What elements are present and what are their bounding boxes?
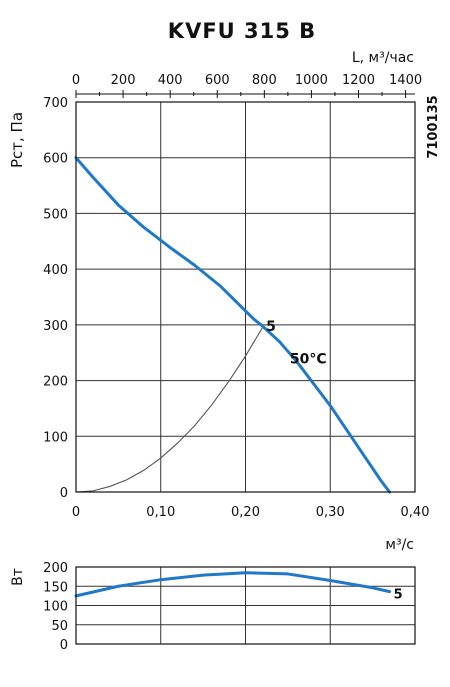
top-tick-label: 1000	[295, 73, 328, 88]
y-axis-label-power: Вт	[10, 568, 26, 586]
y-tick-label: 700	[43, 96, 68, 111]
top-tick-label: 200	[111, 73, 136, 88]
y-tick-label: 400	[43, 263, 68, 278]
power-y-tick-label: 150	[43, 580, 68, 595]
power-series-label: 5	[394, 588, 403, 603]
y-tick-label: 600	[43, 152, 68, 167]
system-resistance-curve	[75, 327, 263, 493]
top-tick-label: 800	[252, 73, 277, 88]
y-tick-label: 0	[60, 486, 68, 501]
x-tick-label: 0,30	[316, 505, 345, 520]
main-grid	[75, 101, 416, 493]
x-tick-label: 0	[72, 505, 80, 520]
pressure-curve-series	[74, 156, 392, 494]
main-plot-frame	[75, 101, 416, 493]
chart-title: KVFU 315 B	[168, 19, 316, 43]
power-grid	[75, 566, 416, 645]
power-y-tick-label: 100	[43, 600, 68, 615]
main-annotations: 5 50°C	[266, 319, 326, 367]
top-tick-label: 600	[205, 73, 230, 88]
power-y-tick-label: 200	[43, 561, 68, 576]
x-axis-label: м³/с	[385, 537, 414, 553]
y-tick-label: 100	[43, 430, 68, 445]
power-tick-labels: 0 50 100 150 200	[43, 561, 68, 653]
power-y-tick-label: 50	[51, 619, 68, 634]
top-axis-label: L, м³/час	[352, 50, 414, 66]
x-tick-label: 0,10	[146, 505, 175, 520]
top-tick-label: 0	[72, 73, 80, 88]
x-tick-label: 0,20	[231, 505, 260, 520]
power-plot-frame	[75, 566, 416, 645]
product-code: 7100135	[426, 95, 441, 158]
top-tick-label: 1200	[342, 73, 375, 88]
curve-annotation: 5	[266, 319, 276, 335]
top-tick-label: 1400	[389, 73, 422, 88]
power-series: 5	[74, 571, 403, 603]
x-tick-label: 0,40	[401, 505, 430, 520]
y-tick-label: 300	[43, 319, 68, 334]
y-tick-label: 500	[43, 207, 68, 222]
main-series	[74, 156, 392, 494]
power-curve-series	[74, 571, 392, 598]
y-tick-label: 200	[43, 375, 68, 390]
top-tick-label: 400	[158, 73, 183, 88]
power-y-tick-label: 0	[60, 638, 68, 653]
y-axis-label-pressure: Pст, Па	[8, 112, 26, 168]
main-tick-labels: 0 100 200 300 400 500 600 700 0 0,10 0,20 0,30 0,40 0…	[43, 73, 429, 520]
curve-annotation: 50°C	[290, 351, 327, 367]
